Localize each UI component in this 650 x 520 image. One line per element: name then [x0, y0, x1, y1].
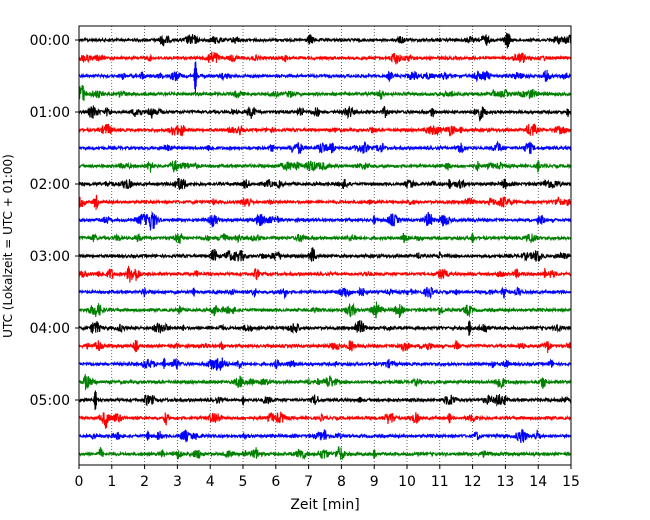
trace-line	[78, 374, 572, 391]
x-tick-label: 12	[464, 474, 482, 490]
plot-frame	[78, 25, 572, 466]
trace-line	[78, 84, 572, 102]
trace-line	[78, 390, 572, 410]
vertical-gridlines	[111, 26, 539, 465]
x-tick-label: 1	[107, 474, 116, 490]
y-tick-label: 00:00	[30, 33, 70, 49]
trace-line	[78, 339, 572, 354]
x-tick-label: 6	[271, 474, 280, 490]
plot-background	[79, 26, 571, 465]
y-tick-label: 05:00	[30, 393, 70, 409]
trace-line	[78, 232, 572, 244]
trace-line	[78, 123, 572, 137]
y-tick-label: 02:00	[30, 177, 70, 193]
y-axis-ticks: 00:00 01:00 02:00 03:00 04:00 05:00	[30, 33, 79, 409]
trace-line	[78, 51, 572, 65]
trace-line	[78, 319, 572, 336]
x-tick-label: 7	[304, 474, 313, 490]
x-tick-label: 13	[496, 474, 514, 490]
trace-line	[78, 177, 572, 190]
trace-line	[78, 411, 572, 429]
trace-line	[78, 428, 572, 444]
y-tick-label: 04:00	[30, 321, 70, 337]
y-tick-label: 01:00	[30, 105, 70, 121]
trace-line	[78, 32, 572, 49]
x-tick-label: 3	[173, 474, 182, 490]
trace-line	[78, 247, 572, 263]
x-tick-label: 4	[206, 474, 215, 490]
y-tick-label: 03:00	[30, 249, 70, 265]
x-tick-label: 2	[140, 474, 149, 490]
trace-line	[78, 265, 572, 283]
trace-line	[78, 61, 572, 94]
x-tick-label: 11	[431, 474, 449, 490]
x-tick-label: 0	[75, 474, 84, 490]
seismic-traces	[78, 32, 572, 460]
x-tick-label: 15	[562, 474, 580, 490]
trace-line	[78, 446, 572, 460]
trace-line	[78, 357, 572, 372]
trace-line	[78, 210, 572, 231]
x-tick-label: 10	[398, 474, 416, 490]
x-tick-label: 14	[529, 474, 547, 490]
x-axis-ticks: 0 1 2 3 4 5 6 7 8 9 10 11 12 13 14 15	[75, 465, 580, 490]
x-tick-label: 9	[370, 474, 379, 490]
x-axis-label: Zeit [min]	[290, 497, 359, 513]
x-tick-label: 5	[239, 474, 248, 490]
trace-line	[78, 104, 572, 122]
trace-line	[78, 160, 572, 173]
trace-line	[78, 140, 572, 155]
trace-line	[78, 194, 572, 210]
x-tick-label: 8	[337, 474, 346, 490]
trace-line	[78, 286, 572, 300]
trace-line	[78, 301, 572, 319]
y-axis-label: UTC (Lokalzeit = UTC + 01:00)	[1, 154, 15, 338]
